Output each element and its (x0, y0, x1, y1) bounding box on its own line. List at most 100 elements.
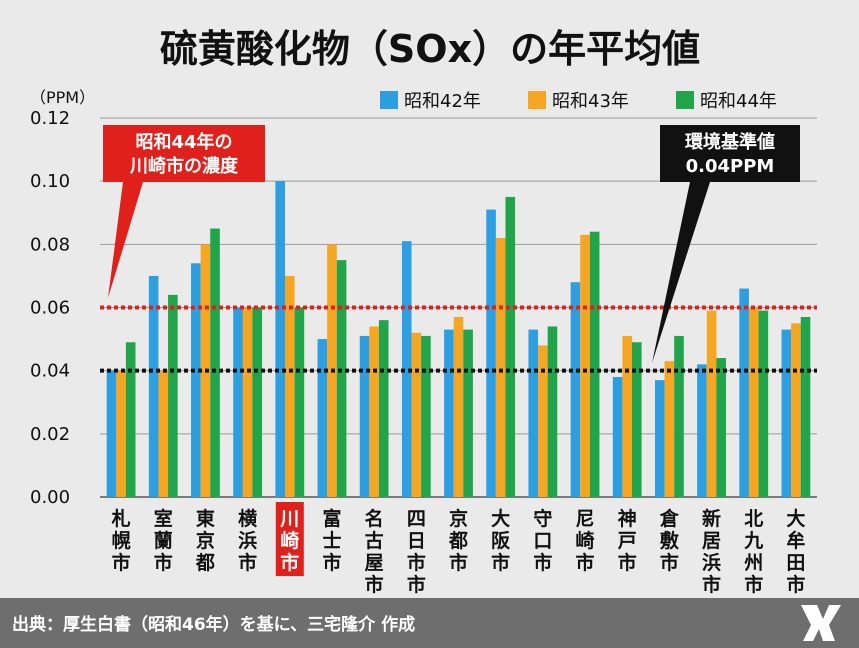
legend-label: 昭和42年 (404, 91, 481, 112)
bar (317, 339, 328, 497)
category-label: 守口市 (533, 507, 552, 574)
bar (664, 361, 675, 497)
bar (654, 380, 665, 497)
category-label: 京都市 (448, 507, 468, 574)
y-axis-unit: （PPM） (30, 88, 95, 107)
bar (739, 288, 749, 497)
bar (612, 376, 623, 497)
y-tick-label: 0.12 (30, 108, 70, 129)
bar (106, 370, 117, 497)
y-tick-label: 0.10 (30, 171, 70, 192)
chart: 硫黄酸化物（SOx）の年平均値 （PPM） 昭和42年 昭和43年 昭和44年 0.… (30, 27, 817, 596)
callout-box (660, 125, 800, 182)
category-label: 名古屋市 (365, 507, 384, 596)
bar (632, 342, 642, 497)
category-label: 富士市 (322, 507, 341, 574)
legend-swatch (380, 91, 398, 109)
legend-label: 昭和43年 (552, 91, 629, 112)
footer: 出典：厚生白書（昭和46年）を基に、三宅隆介 作成 (0, 598, 859, 648)
bar (294, 307, 305, 497)
bar (125, 342, 136, 497)
category-label: 四日市市 (407, 508, 426, 596)
category-label: 大阪市 (491, 507, 511, 574)
bar (589, 231, 600, 497)
bar (233, 307, 243, 497)
author-logo-icon (801, 605, 841, 641)
bar (674, 335, 684, 497)
bar (275, 181, 285, 497)
bar (242, 307, 253, 497)
callout-label: 昭和44年の (135, 131, 232, 153)
bar (758, 310, 769, 497)
y-axis: 0.00 0.02 0.04 0.06 0.08 0.10 0.12 (30, 108, 70, 508)
callout-label: 環境基準値 (685, 131, 775, 153)
category-label: 札幌市 (111, 507, 131, 574)
bar (252, 307, 263, 497)
category-label: 神戸市 (618, 507, 637, 574)
bar (148, 275, 159, 497)
category-label: 北九州市 (743, 508, 763, 596)
bar (210, 228, 220, 497)
legend-swatch (676, 91, 694, 109)
bar (697, 364, 707, 497)
chart-title: 硫黄酸化物（SOx）の年平均値 (160, 27, 700, 71)
category-label: 東京都 (195, 507, 215, 574)
highlight-box (275, 502, 304, 576)
bar (505, 196, 516, 498)
bar (411, 332, 422, 497)
bar (191, 263, 201, 497)
bar (421, 335, 431, 497)
bar (336, 260, 347, 497)
bar (116, 370, 126, 497)
y-tick-label: 0.08 (30, 234, 70, 255)
callout-pointer (108, 182, 143, 298)
category-label: 川崎市 (279, 508, 299, 574)
category-label: 新居浜市 (702, 507, 721, 596)
bar (486, 209, 496, 497)
bar (622, 335, 633, 497)
bar (463, 329, 473, 497)
bar (580, 234, 590, 497)
bars (106, 181, 811, 498)
bar (444, 329, 454, 497)
bar (791, 323, 801, 497)
bar (748, 307, 759, 497)
bar (168, 294, 178, 497)
bar (781, 329, 792, 497)
bar (706, 310, 717, 497)
bar (284, 275, 295, 497)
bar (570, 282, 581, 497)
callout-label: 0.04PPM (686, 156, 775, 177)
bar (378, 320, 389, 497)
bar (158, 370, 169, 497)
legend: 昭和42年 昭和43年 昭和44年 (380, 91, 777, 112)
callout-box (103, 125, 265, 182)
category-label: 大牟田市 (786, 507, 805, 596)
legend-label: 昭和44年 (700, 91, 777, 112)
callout-label: 川崎市の濃度 (129, 155, 239, 177)
reference-lines (100, 305, 817, 373)
legend-swatch (528, 91, 546, 109)
y-tick-label: 0.06 (30, 298, 70, 319)
bar (547, 326, 558, 497)
bar (359, 335, 370, 497)
source-note: 出典：厚生白書（昭和46年）を基に、三宅隆介 作成 (12, 615, 416, 635)
bar (369, 326, 379, 497)
category-label: 倉敷市 (659, 507, 680, 574)
bar (401, 241, 412, 497)
bar (453, 316, 464, 497)
y-tick-label: 0.02 (30, 424, 70, 445)
bar (538, 345, 548, 497)
x-axis: 札幌市 室蘭市 東京都 横浜市 川崎市 富士市 名古屋市 四日市市 京都市 大阪市 守口市 尼崎市 神戸… (111, 502, 805, 596)
category-label: 横浜市 (238, 507, 258, 574)
bar (716, 358, 726, 497)
bar (800, 316, 811, 497)
category-label: 室蘭市 (154, 507, 173, 574)
callout-pointer (652, 182, 710, 363)
y-tick-label: 0.04 (30, 361, 70, 382)
category-label: 尼崎市 (576, 508, 595, 574)
y-tick-label: 0.00 (30, 487, 70, 508)
bar (528, 329, 539, 497)
